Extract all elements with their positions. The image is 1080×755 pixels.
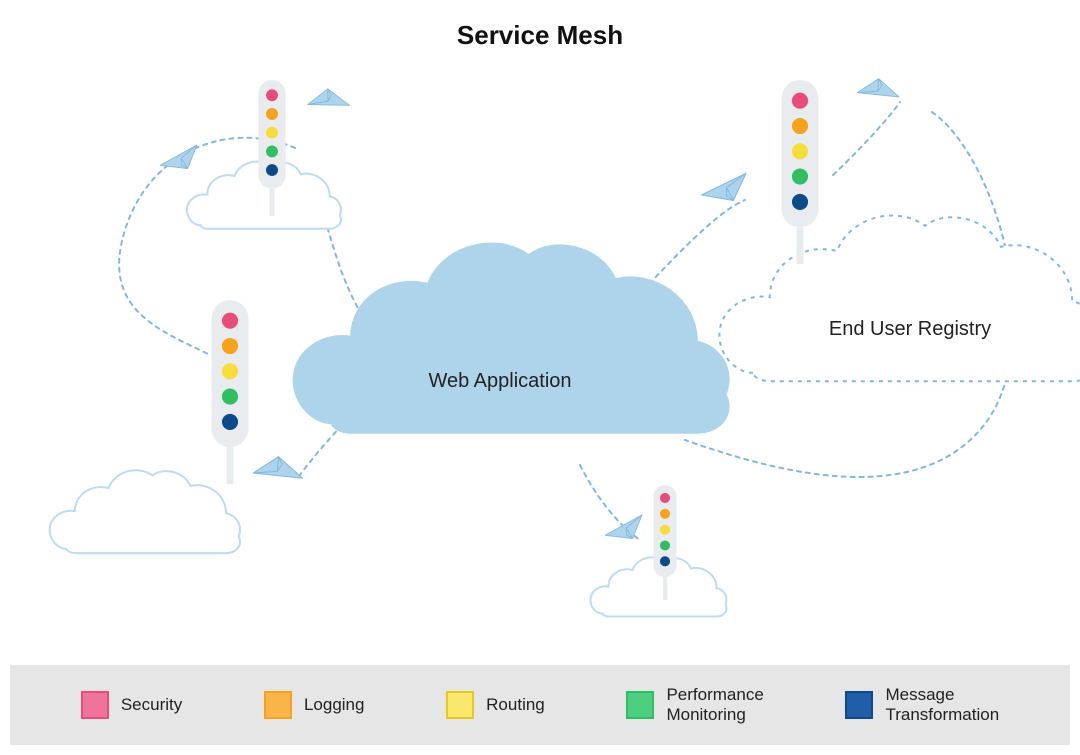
legend-swatch: [264, 691, 292, 719]
legend-item: Performance Monitoring: [626, 685, 763, 724]
paper-plane-icon: [603, 515, 648, 545]
traffic-light-dot: [222, 414, 238, 430]
traffic-light-dot: [792, 143, 808, 159]
legend-label: Logging: [304, 695, 365, 715]
traffic-light-dot: [266, 127, 278, 139]
traffic-light-dot: [266, 145, 278, 157]
legend-swatch: [626, 691, 654, 719]
paper-plane-icon: [699, 173, 751, 206]
traffic-light-dot: [222, 389, 238, 405]
end-user-registry-label: End User Registry: [800, 318, 1020, 341]
paper-plane-icon: [308, 85, 353, 115]
paper-plane-icon: [857, 73, 902, 106]
web-application-label: Web Application: [380, 370, 620, 393]
legend-swatch: [845, 691, 873, 719]
legend-item: Security: [81, 691, 182, 719]
legend-swatch: [446, 691, 474, 719]
traffic-light-dot: [792, 194, 808, 210]
legend-item: Routing: [446, 691, 545, 719]
traffic-light-dot: [266, 89, 278, 101]
dashed-connector: [833, 102, 900, 175]
paper-plane-icon: [253, 451, 306, 490]
legend-item: Message Transformation: [845, 685, 999, 724]
traffic-light-dot: [660, 509, 670, 519]
traffic-light-dot: [660, 556, 670, 566]
traffic-light-dot: [792, 118, 808, 134]
legend-label: Routing: [486, 695, 545, 715]
dashed-connector: [300, 425, 342, 475]
legend-label: Performance Monitoring: [666, 685, 763, 724]
traffic-light-dot: [660, 525, 670, 535]
legend-swatch: [81, 691, 109, 719]
traffic-light-dot: [222, 363, 238, 379]
legend-label: Message Transformation: [885, 685, 999, 724]
end-user-registry-cloud: [719, 216, 1080, 382]
legend-item: Logging: [264, 691, 365, 719]
paper-plane-icon: [158, 145, 203, 175]
sidecar-traffic-light: [212, 300, 249, 484]
legend-bar: Security Logging Routing Performance Monito…: [10, 665, 1070, 745]
empty-cloud: [50, 470, 240, 553]
legend-label: Security: [121, 695, 182, 715]
traffic-light-dot: [792, 169, 808, 185]
sidecar-traffic-light: [782, 80, 819, 264]
web-application-cloud: [294, 243, 729, 432]
traffic-light-dot: [660, 540, 670, 550]
traffic-light-dot: [660, 493, 670, 503]
traffic-light-dot: [266, 108, 278, 120]
traffic-light-dot: [222, 313, 238, 329]
traffic-light-dot: [266, 164, 278, 176]
traffic-light-dot: [792, 93, 808, 109]
traffic-light-dot: [222, 338, 238, 354]
